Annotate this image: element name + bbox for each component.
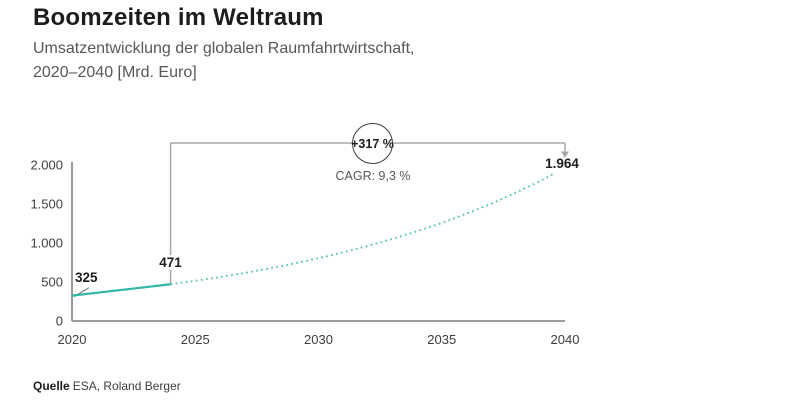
data-label-2020: 325 bbox=[75, 270, 98, 285]
cagr-label: CAGR: 9,3 % bbox=[335, 169, 411, 183]
data-label-2024: 471 bbox=[148, 255, 193, 270]
series-solid-line bbox=[71, 283, 171, 297]
data-label-2040: 1.964 bbox=[545, 156, 579, 171]
x-tick-label: 2020 bbox=[58, 332, 87, 347]
page-title: Boomzeiten im Weltraum bbox=[33, 4, 324, 31]
chart-subtitle: Umsatzentwicklung der globalen Raumfahrt… bbox=[33, 37, 415, 85]
y-tick-label: 1.500 bbox=[30, 197, 63, 212]
growth-badge: +317 % bbox=[351, 123, 394, 164]
arrow-down-icon bbox=[561, 151, 569, 158]
source-label: Quelle bbox=[33, 379, 70, 393]
y-tick-label: 2.000 bbox=[30, 158, 63, 173]
x-tick-label: 2040 bbox=[551, 332, 580, 347]
x-tick-label: 2035 bbox=[427, 332, 456, 347]
y-tick-label: 1.000 bbox=[30, 236, 63, 251]
y-tick-label: 500 bbox=[41, 275, 63, 290]
series-dotted-line bbox=[170, 172, 555, 286]
x-tick-label: 2025 bbox=[181, 332, 210, 347]
source-note: Quelle ESA, Roland Berger bbox=[33, 379, 181, 393]
y-tick-label: 0 bbox=[56, 314, 63, 329]
growth-badge-label: +317 % bbox=[351, 136, 394, 151]
subtitle-line-1: Umsatzentwicklung der globalen Raumfahrt… bbox=[33, 40, 415, 57]
subtitle-line-2: 2020–2040 [Mrd. Euro] bbox=[33, 64, 197, 81]
x-tick-label: 2030 bbox=[304, 332, 333, 347]
source-text: ESA, Roland Berger bbox=[72, 379, 181, 393]
